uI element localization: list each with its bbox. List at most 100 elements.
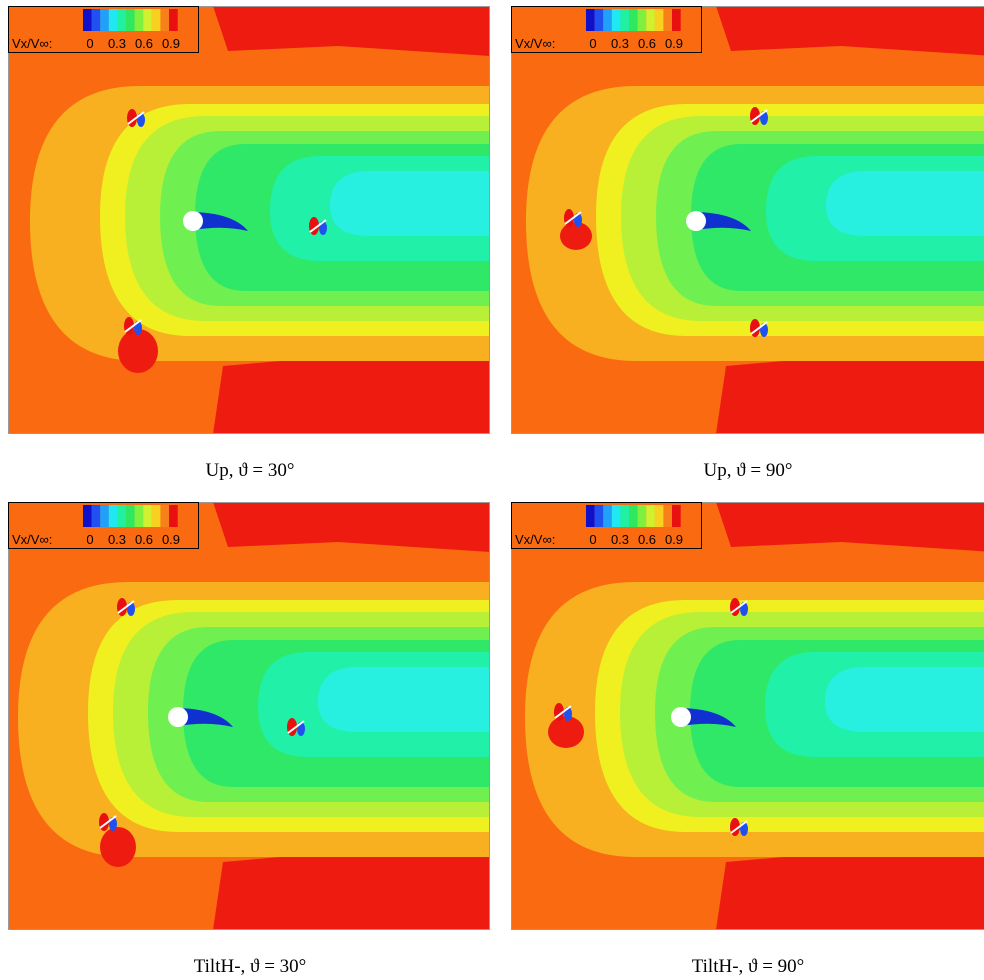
colorbar-segment: [620, 9, 630, 31]
contour-field: [8, 502, 490, 930]
colorbar-segment: [637, 505, 647, 527]
legend-tick: 0.6: [135, 532, 153, 547]
cylinder-wake: [681, 708, 736, 727]
fast-blob: [560, 222, 592, 250]
colorbar-segment: [134, 9, 144, 31]
cylinder: [168, 707, 188, 727]
legend-box: [8, 6, 199, 53]
legend-tick: 0.9: [162, 532, 180, 547]
colorbar-segment: [603, 505, 612, 527]
colorbar-segment: [663, 9, 673, 31]
rotor-blade: [309, 219, 327, 233]
cylinder-wake: [696, 212, 751, 231]
legend-tick: 0: [86, 36, 93, 51]
colorbar-segment: [126, 9, 135, 31]
legend-tick: 0.9: [665, 532, 683, 547]
contour-band: [330, 171, 490, 236]
caption: Up, ϑ = 30°: [206, 460, 295, 481]
legend-label: Vx/V∞:: [12, 532, 52, 547]
colorbar-segment: [91, 9, 101, 31]
fast-blob: [118, 329, 158, 373]
legend-box: [8, 502, 199, 549]
colorbar-segment: [83, 505, 92, 527]
rotor-blade: [750, 109, 768, 123]
rotor-blade: [99, 815, 117, 829]
colorbar-segment: [663, 505, 673, 527]
colorbar-segment: [629, 9, 638, 31]
colorbar-segment: [108, 505, 118, 527]
contour-field: [511, 502, 984, 930]
legend-tick: 0.9: [162, 36, 180, 51]
legend-label: Vx/V∞:: [515, 532, 555, 547]
contour-field: [8, 6, 490, 434]
cylinder: [671, 707, 691, 727]
panel-border: [511, 6, 984, 434]
colorbar-segment: [646, 505, 655, 527]
fast-region-top: [716, 6, 984, 56]
legend-tick: 0.3: [611, 36, 629, 51]
contour-panel: Vx/V∞: 0 0.3 0.6 0.9: [8, 6, 490, 434]
contour-panel: Vx/V∞: 0 0.3 0.6 0.9: [511, 6, 984, 434]
colorbar-segment: [586, 505, 595, 527]
colorbar-segment: [117, 9, 127, 31]
colorbar-segment: [160, 505, 170, 527]
panel-border: [511, 502, 984, 930]
caption: TiltH-, ϑ = 90°: [692, 956, 805, 977]
colorbar-segment: [134, 505, 144, 527]
legend: Vx/V∞: 0 0.3 0.6 0.9: [8, 502, 199, 549]
caption: Up, ϑ = 90°: [704, 460, 793, 481]
legend-box: [511, 6, 702, 53]
rotor-blade: [554, 705, 572, 719]
colorbar-segment: [143, 9, 152, 31]
rotor-blade: [287, 720, 305, 734]
colorbar-segment: [603, 9, 612, 31]
cylinder: [183, 211, 203, 231]
contour-field: [511, 6, 984, 434]
rotor-blade: [564, 211, 582, 225]
legend: Vx/V∞: 0 0.3 0.6 0.9: [8, 6, 199, 53]
colorbar-segment: [646, 9, 655, 31]
colorbar-segment: [672, 9, 681, 31]
colorbar-segment: [151, 9, 161, 31]
colorbar-segment: [160, 9, 170, 31]
legend-label: Vx/V∞:: [515, 36, 555, 51]
contour-band: [825, 667, 984, 732]
contour-band: [826, 171, 984, 236]
colorbar-segment: [611, 505, 621, 527]
legend-tick: 0.6: [638, 532, 656, 547]
colorbar-segment: [83, 9, 92, 31]
colorbar-segment: [654, 505, 664, 527]
colorbar-segment: [169, 9, 178, 31]
fast-blob: [548, 716, 584, 748]
colorbar-segment: [126, 505, 135, 527]
panel-border: [8, 6, 490, 434]
colorbar-segment: [100, 9, 109, 31]
colorbar-segment: [594, 505, 604, 527]
colorbar-segment: [672, 505, 681, 527]
colorbar-segment: [143, 505, 152, 527]
cylinder-wake: [193, 212, 248, 231]
colorbar-segment: [100, 505, 109, 527]
fast-region-top: [213, 502, 490, 552]
rotor-blade: [730, 820, 748, 834]
fast-region-bottom: [716, 351, 984, 434]
fast-blob: [100, 827, 136, 867]
legend-tick: 0.9: [665, 36, 683, 51]
caption: TiltH-, ϑ = 30°: [194, 956, 307, 977]
fast-region-top: [716, 502, 984, 552]
colorbar-segment: [637, 9, 647, 31]
colorbar-segment: [629, 505, 638, 527]
legend-tick: 0: [86, 532, 93, 547]
legend-tick: 0.3: [611, 532, 629, 547]
colorbar-segment: [108, 9, 118, 31]
fast-region-bottom: [213, 847, 490, 930]
legend-tick: 0.3: [108, 36, 126, 51]
colorbar-segment: [586, 9, 595, 31]
colorbar-segment: [169, 505, 178, 527]
contour-band: [318, 667, 490, 732]
fast-region-bottom: [213, 351, 490, 434]
legend-box: [511, 502, 702, 549]
cylinder-wake: [178, 708, 233, 727]
colorbar-segment: [117, 505, 127, 527]
contour-panel: Vx/V∞: 0 0.3 0.6 0.9: [8, 502, 490, 930]
